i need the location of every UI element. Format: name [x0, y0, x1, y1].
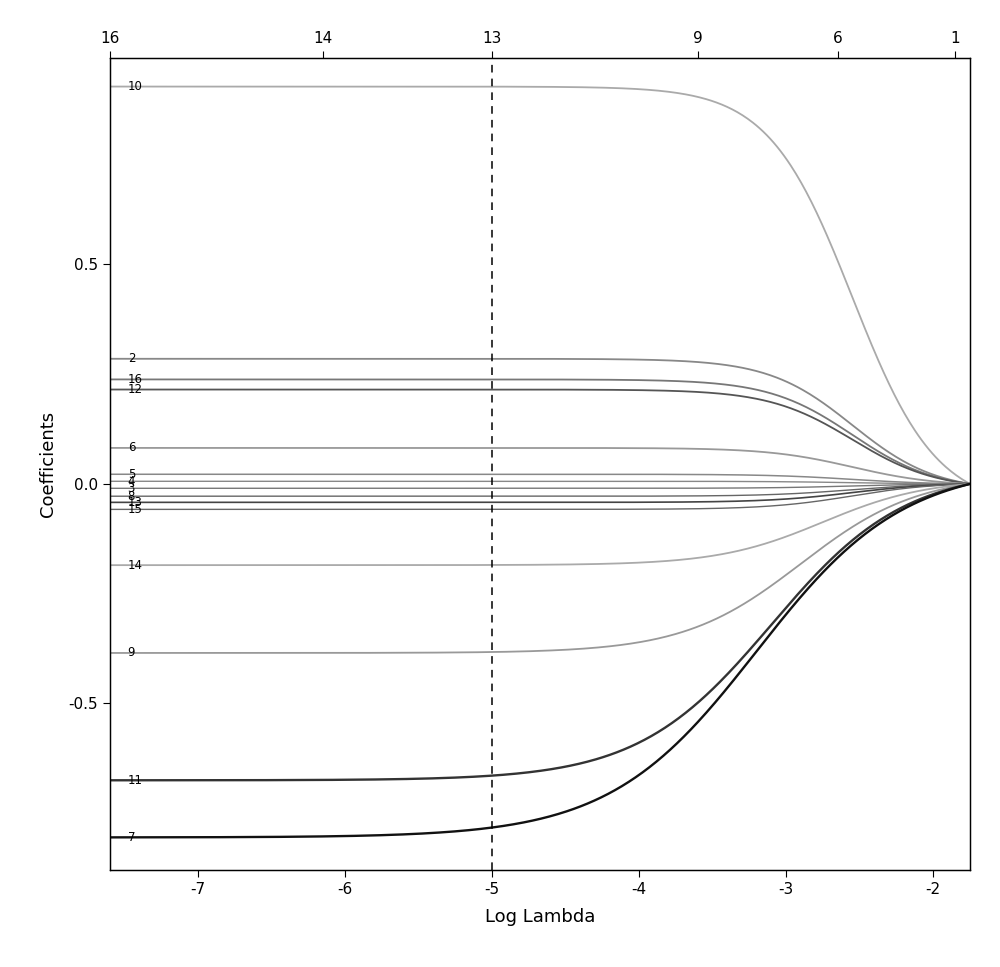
Text: 2: 2: [128, 352, 135, 366]
Text: 7: 7: [128, 831, 135, 844]
Text: 3: 3: [128, 482, 135, 495]
Text: 4: 4: [128, 475, 135, 487]
Text: 11: 11: [128, 774, 143, 787]
Y-axis label: Coefficients: Coefficients: [39, 411, 57, 517]
Text: 5: 5: [128, 468, 135, 481]
Text: 16: 16: [128, 373, 143, 386]
Text: 6: 6: [128, 441, 135, 454]
Text: 10: 10: [128, 80, 143, 93]
Text: 14: 14: [128, 559, 143, 571]
Text: 15: 15: [128, 503, 143, 515]
Text: 8: 8: [128, 489, 135, 503]
Text: 13: 13: [128, 496, 143, 509]
X-axis label: Log Lambda: Log Lambda: [485, 908, 595, 926]
Text: 12: 12: [128, 383, 143, 396]
Text: 9: 9: [128, 647, 135, 659]
